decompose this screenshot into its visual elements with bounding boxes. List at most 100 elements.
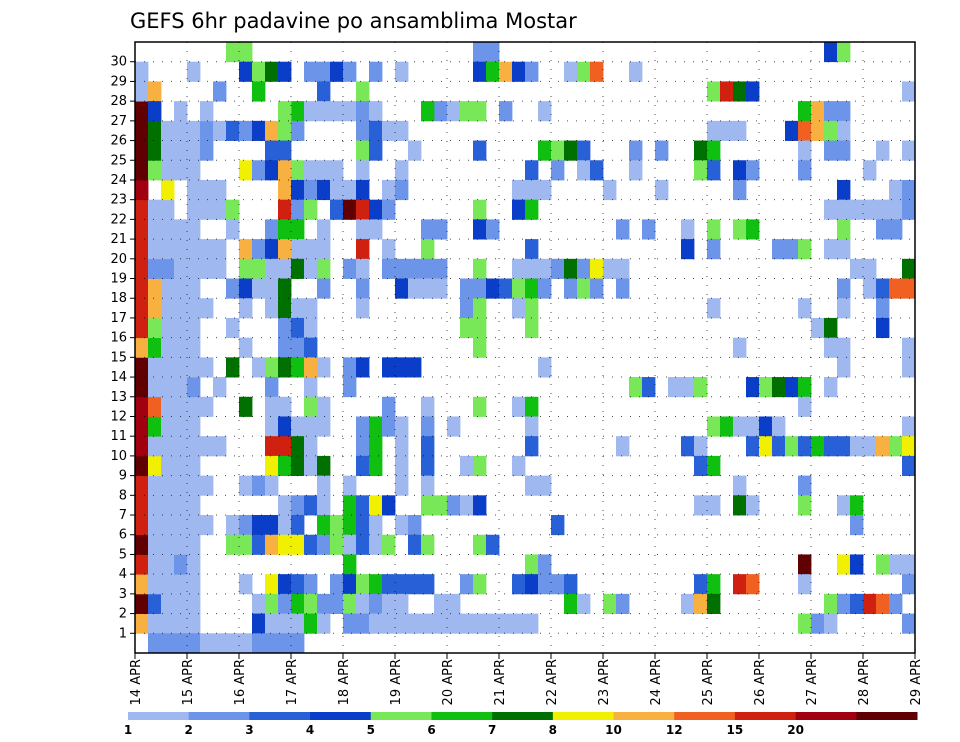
heatmap-cell (317, 160, 331, 181)
y-tick-label: 9 (119, 469, 127, 484)
heatmap-cell (161, 219, 175, 240)
heatmap-cell (174, 298, 188, 319)
heatmap-cell (148, 416, 162, 437)
heatmap-cell (278, 337, 292, 358)
heatmap-cell (252, 61, 266, 82)
heatmap-cell (135, 61, 149, 82)
heatmap-cell (837, 357, 851, 378)
heatmap-cell (187, 436, 201, 457)
heatmap-cell (499, 278, 513, 299)
heatmap-cell (135, 534, 149, 555)
heatmap-cell (707, 593, 721, 614)
heatmap-cell (239, 396, 253, 417)
heatmap-cell (850, 554, 864, 575)
heatmap-cell (135, 219, 149, 240)
heatmap-cell (707, 239, 721, 260)
heatmap-cell (460, 278, 474, 299)
heatmap-cell (317, 101, 331, 122)
heatmap-cell (317, 179, 331, 201)
heatmap-cell (473, 101, 487, 122)
legend-label: 4 (306, 723, 314, 737)
heatmap-cell (291, 436, 305, 457)
heatmap-cell (707, 574, 721, 595)
heatmap-cell (408, 515, 422, 536)
heatmap-cell (603, 258, 617, 279)
heatmap-cell (252, 258, 266, 279)
heatmap-cell (824, 377, 838, 398)
heatmap-cell (421, 574, 435, 595)
heatmap-cell (512, 278, 526, 299)
heatmap-cell (837, 278, 851, 299)
y-axis: 1234567891011121314151617181920212223242… (110, 55, 135, 641)
heatmap-cell (356, 495, 370, 516)
heatmap-cell (356, 357, 370, 378)
heatmap-cell (239, 278, 253, 299)
heatmap-cell (265, 239, 279, 260)
heatmap-cell (317, 475, 331, 496)
heatmap-cell (733, 81, 747, 102)
heatmap-cell (499, 101, 513, 122)
heatmap-cell (239, 61, 253, 82)
heatmap-cell (135, 298, 149, 319)
legend-label: 1 (124, 723, 132, 737)
heatmap-cell (356, 101, 370, 122)
heatmap-cell (174, 239, 188, 260)
heatmap-cell (473, 455, 487, 477)
heatmap-cell (317, 278, 331, 299)
heatmap-cell (460, 298, 474, 319)
heatmap-cell (148, 278, 162, 299)
x-tick-label: 17 APR (285, 659, 300, 705)
heatmap-cell (733, 416, 747, 437)
heatmap-cell (837, 101, 851, 122)
heatmap-cell (135, 101, 149, 122)
y-tick-label: 4 (119, 567, 127, 582)
heatmap-cell (356, 455, 370, 477)
heatmap-cell (317, 495, 331, 516)
heatmap-cell (850, 258, 864, 279)
y-tick-label: 17 (110, 311, 127, 326)
heatmap-cell (512, 298, 526, 319)
heatmap-cell (265, 455, 279, 477)
heatmap-cell (421, 455, 435, 477)
heatmap-cell (265, 633, 279, 654)
heatmap-cell (291, 574, 305, 595)
heatmap-cell (291, 534, 305, 555)
heatmap-cell (707, 120, 721, 141)
heatmap-cell (408, 357, 422, 378)
x-tick-label: 29 APR (909, 659, 924, 705)
heatmap-cell (148, 298, 162, 319)
heatmap-cell (551, 574, 565, 595)
heatmap-cell (837, 298, 851, 319)
heatmap-cell (395, 357, 409, 378)
heatmap-cell (577, 61, 591, 82)
heatmap-cell (278, 495, 292, 516)
heatmap-cell (824, 593, 838, 614)
heatmap-cell (304, 455, 318, 477)
heatmap-cell (278, 416, 292, 437)
heatmap-cell (382, 396, 396, 417)
y-tick-label: 6 (119, 528, 127, 543)
heatmap-cell (824, 120, 838, 141)
heatmap-cell (902, 416, 916, 437)
chart-title: GEFS 6hr padavine po ansamblima Mostar (130, 9, 577, 33)
heatmap-cell (174, 337, 188, 358)
heatmap-cell (174, 455, 188, 477)
heatmap-cell (850, 199, 864, 220)
heatmap-cell (161, 633, 175, 654)
heatmap-cell (408, 613, 422, 634)
heatmap-cell (382, 239, 396, 260)
heatmap-cell (369, 515, 383, 536)
heatmap-cell (902, 179, 916, 201)
heatmap-cell (746, 377, 760, 398)
heatmap-cell (187, 258, 201, 279)
heatmap-cell (902, 81, 916, 102)
heatmap-cell (707, 495, 721, 516)
heatmap-cell (278, 593, 292, 614)
heatmap-cell (291, 416, 305, 437)
legend-swatch (492, 712, 554, 720)
heatmap-cell (824, 317, 838, 339)
heatmap-cell (174, 140, 188, 161)
heatmap-cell (447, 101, 461, 122)
x-tick-label: 20 APR (441, 659, 456, 705)
